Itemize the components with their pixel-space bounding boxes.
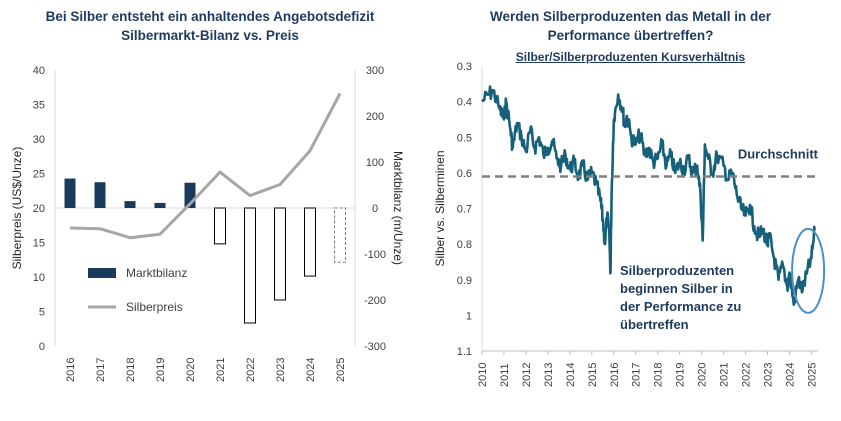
right-y-tick-label: -300 <box>364 341 386 353</box>
right-y-tick-label: 0 <box>372 203 378 215</box>
left-chart-subtitle: Silbermarkt-Bilanz vs. Preis <box>121 28 299 43</box>
right-chart-panel: Werden Silberproduzenten das Metall in d… <box>420 0 841 421</box>
x-tick-label: 2011 <box>499 363 511 387</box>
x-tick-label: 2012 <box>521 363 533 387</box>
x-tick-label: 2024 <box>784 363 796 387</box>
y-tick-label: 0.7 <box>457 204 472 216</box>
y-axis-title: Silber vs. Silberminen <box>433 150 447 266</box>
right-chart-svg: 0.3 0.4 0.5 0.6 0.7 0.8 0.9 1 1.1 2010 2011 2012 201… <box>433 61 826 387</box>
right-y-tick-label: -100 <box>364 249 386 261</box>
x-tick-label: 2017 <box>631 363 643 387</box>
annotation-line: Silberproduzenten <box>620 263 734 278</box>
x-tick-label: 2018 <box>125 358 137 382</box>
marktbilanz-bar <box>64 178 76 208</box>
x-tick-label: 2018 <box>653 363 665 387</box>
left-y-tick-label: 20 <box>33 203 45 215</box>
x-tick-label: 2010 <box>477 363 489 387</box>
legend-marktbilanz-label: Marktbilanz <box>126 266 187 280</box>
left-chart-title: Bei Silber entsteht ein anhaltendes Ange… <box>45 9 375 24</box>
right-y-tick-label: 100 <box>366 157 384 169</box>
right-y-tick-label: -200 <box>364 295 386 307</box>
y-tick-label: 0.9 <box>457 275 472 287</box>
x-tick-label: 2020 <box>185 358 197 382</box>
average-label: Durchschnitt <box>738 146 819 161</box>
x-tick-label: 2015 <box>587 363 599 387</box>
y-tick-label: 1.1 <box>457 346 472 358</box>
left-chart-svg: 0510152025303540-300-200-100010020030020… <box>10 65 405 382</box>
left-y-tick-label: 25 <box>33 169 45 181</box>
right-y-tick-label: 200 <box>366 111 384 123</box>
x-tick-label: 2023 <box>275 358 287 382</box>
left-y-tick-label: 35 <box>33 100 45 112</box>
y-tick-label: 0.6 <box>457 168 472 180</box>
marktbilanz-bar <box>184 182 196 208</box>
right-chart-title-line2: Performance übertreffen? <box>547 28 714 43</box>
left-y-tick-label: 10 <box>33 272 45 284</box>
ratio-line <box>481 85 816 306</box>
marktbilanz-bar <box>94 182 106 208</box>
marktbilanz-bar <box>154 202 166 208</box>
x-tick-label: 2017 <box>95 358 107 382</box>
legend-silberpreis-label: Silberpreis <box>126 300 183 314</box>
x-tick-label: 2021 <box>215 358 227 382</box>
y-tick-label: 0.5 <box>457 132 472 144</box>
y-tick-label: 1 <box>466 310 472 322</box>
x-tick-label: 2025 <box>335 358 347 382</box>
x-tick-label: 2022 <box>245 358 257 382</box>
left-y-tick-label: 0 <box>39 341 45 353</box>
marktbilanz-bar <box>334 207 346 263</box>
y-tick-label: 0.3 <box>457 61 472 73</box>
left-y-tick-label: 30 <box>33 134 45 146</box>
left-y-axis-title: Silberpreis (US$/Unze) <box>10 147 24 270</box>
annotation-line: beginnen Silber in <box>620 281 733 296</box>
x-tick-label: 2023 <box>762 363 774 387</box>
x-tick-label: 2024 <box>305 358 317 382</box>
left-y-tick-label: 5 <box>39 307 45 319</box>
marktbilanz-bar <box>214 207 226 245</box>
highlight-ellipse <box>791 227 826 314</box>
y-tick-label: 0.4 <box>457 97 472 109</box>
right-y-tick-label: 300 <box>366 65 384 77</box>
x-tick-label: 2019 <box>675 363 687 387</box>
y-tick-label: 0.8 <box>457 239 472 251</box>
left-y-tick-label: 15 <box>33 238 45 250</box>
marktbilanz-bar <box>304 207 316 277</box>
x-tick-label: 2013 <box>543 363 555 387</box>
marktbilanz-bar <box>124 201 136 208</box>
right-chart-title-line1: Werden Silberproduzenten das Metall in d… <box>489 9 772 24</box>
annotation-line: der Performance zu <box>620 299 741 314</box>
x-tick-label: 2019 <box>155 358 167 382</box>
x-tick-label: 2014 <box>565 363 577 387</box>
x-tick-label: 2020 <box>697 363 709 387</box>
annotation-line: übertreffen <box>620 317 689 332</box>
marktbilanz-bar <box>244 207 256 324</box>
x-tick-label: 2021 <box>719 363 731 387</box>
legend-marktbilanz-swatch <box>88 268 116 278</box>
x-tick-label: 2022 <box>741 363 753 387</box>
right-chart-subtitle: Silber/Silberproduzenten Kursverhältnis <box>515 50 746 64</box>
left-y-tick-label: 40 <box>33 65 45 77</box>
silberpreis-line <box>69 92 342 240</box>
x-tick-label: 2025 <box>806 363 818 387</box>
x-tick-label: 2016 <box>65 358 77 382</box>
marktbilanz-bar <box>274 207 286 301</box>
x-tick-label: 2016 <box>609 363 621 387</box>
right-y-axis-title: Marktbilanz (m/Unze) <box>391 151 405 265</box>
left-chart-panel: Bei Silber entsteht ein anhaltendes Ange… <box>0 0 420 421</box>
